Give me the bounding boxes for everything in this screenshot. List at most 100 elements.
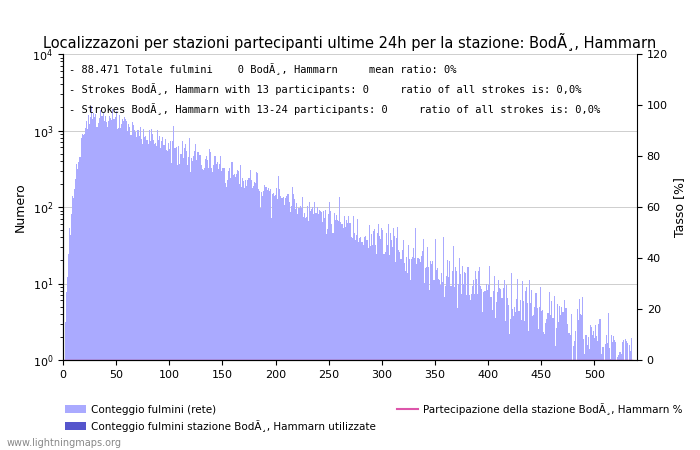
Bar [510,319,511,450]
Bar [250,170,251,450]
Bar [243,181,244,450]
Bar [566,309,568,450]
Bar [173,126,174,450]
Bar [631,338,632,450]
Bar [593,331,594,450]
Bar [546,319,547,450]
Bar [128,124,130,450]
Bar [554,346,556,450]
Bar [470,294,472,450]
Bar [496,302,497,450]
Bar [461,294,462,450]
Bar [524,320,525,450]
Bar [592,335,593,450]
Bar [548,313,550,450]
Bar [552,318,554,450]
Bar [560,315,561,450]
Bar [605,344,606,450]
Bar [318,210,320,450]
Bar [176,148,177,450]
Bar [363,245,365,450]
Bar [148,130,150,450]
Bar [533,315,534,450]
Bar [386,245,388,450]
Bar [117,129,118,450]
Bar [474,293,475,450]
Bar [73,198,74,450]
Bar [498,280,499,450]
Bar [406,257,407,450]
Bar [421,251,423,450]
Bar [285,198,286,450]
Bar [358,242,359,450]
Bar [438,279,439,450]
Bar [234,177,236,450]
Bar [598,324,599,450]
Bar [360,237,361,450]
Bar [601,354,603,450]
Bar [377,233,378,450]
Bar [323,211,324,450]
Bar [460,274,461,450]
Bar [395,262,396,450]
Bar [307,207,308,450]
Bar [238,171,239,450]
Bar [415,228,416,450]
Bar [298,208,300,450]
Bar [362,242,363,450]
Bar [574,341,575,450]
Bar [424,283,425,450]
Bar [480,286,482,450]
Bar [525,291,526,450]
Bar [522,281,523,450]
Bar [127,131,128,450]
Bar [87,129,88,450]
Bar [349,223,351,450]
Bar [169,149,170,450]
Bar [530,302,531,450]
Bar [578,320,579,450]
Bar [325,210,326,450]
Bar [214,156,216,450]
Bar [281,198,283,450]
Bar [224,168,225,450]
Bar [195,144,197,450]
Bar [272,194,273,450]
Bar [80,139,82,450]
Bar [211,167,212,450]
Bar [338,221,339,450]
Bar [464,272,466,450]
Bar [499,288,500,450]
Bar [445,286,446,450]
Bar [320,211,321,450]
Bar [174,148,175,450]
Bar [156,146,157,450]
Bar [547,313,548,450]
Bar [594,338,595,450]
Bar [430,261,431,450]
Bar [162,137,164,450]
Bar [369,225,370,450]
Bar [589,325,591,450]
Bar [205,159,206,450]
Bar [342,224,343,450]
Bar [134,131,136,450]
Bar [126,122,127,450]
Bar [344,216,345,450]
Bar [606,335,607,450]
Bar [199,156,201,450]
Bar [444,297,445,450]
Bar [353,216,354,450]
Bar [503,280,505,450]
Bar [283,197,284,450]
Bar [423,239,424,450]
Bar [103,113,104,450]
Bar [581,315,582,450]
Bar [97,123,99,450]
Bar [246,186,247,450]
Bar [608,313,609,450]
Bar [563,312,564,450]
Bar [252,188,253,450]
Bar [106,122,107,450]
Bar [441,273,442,450]
